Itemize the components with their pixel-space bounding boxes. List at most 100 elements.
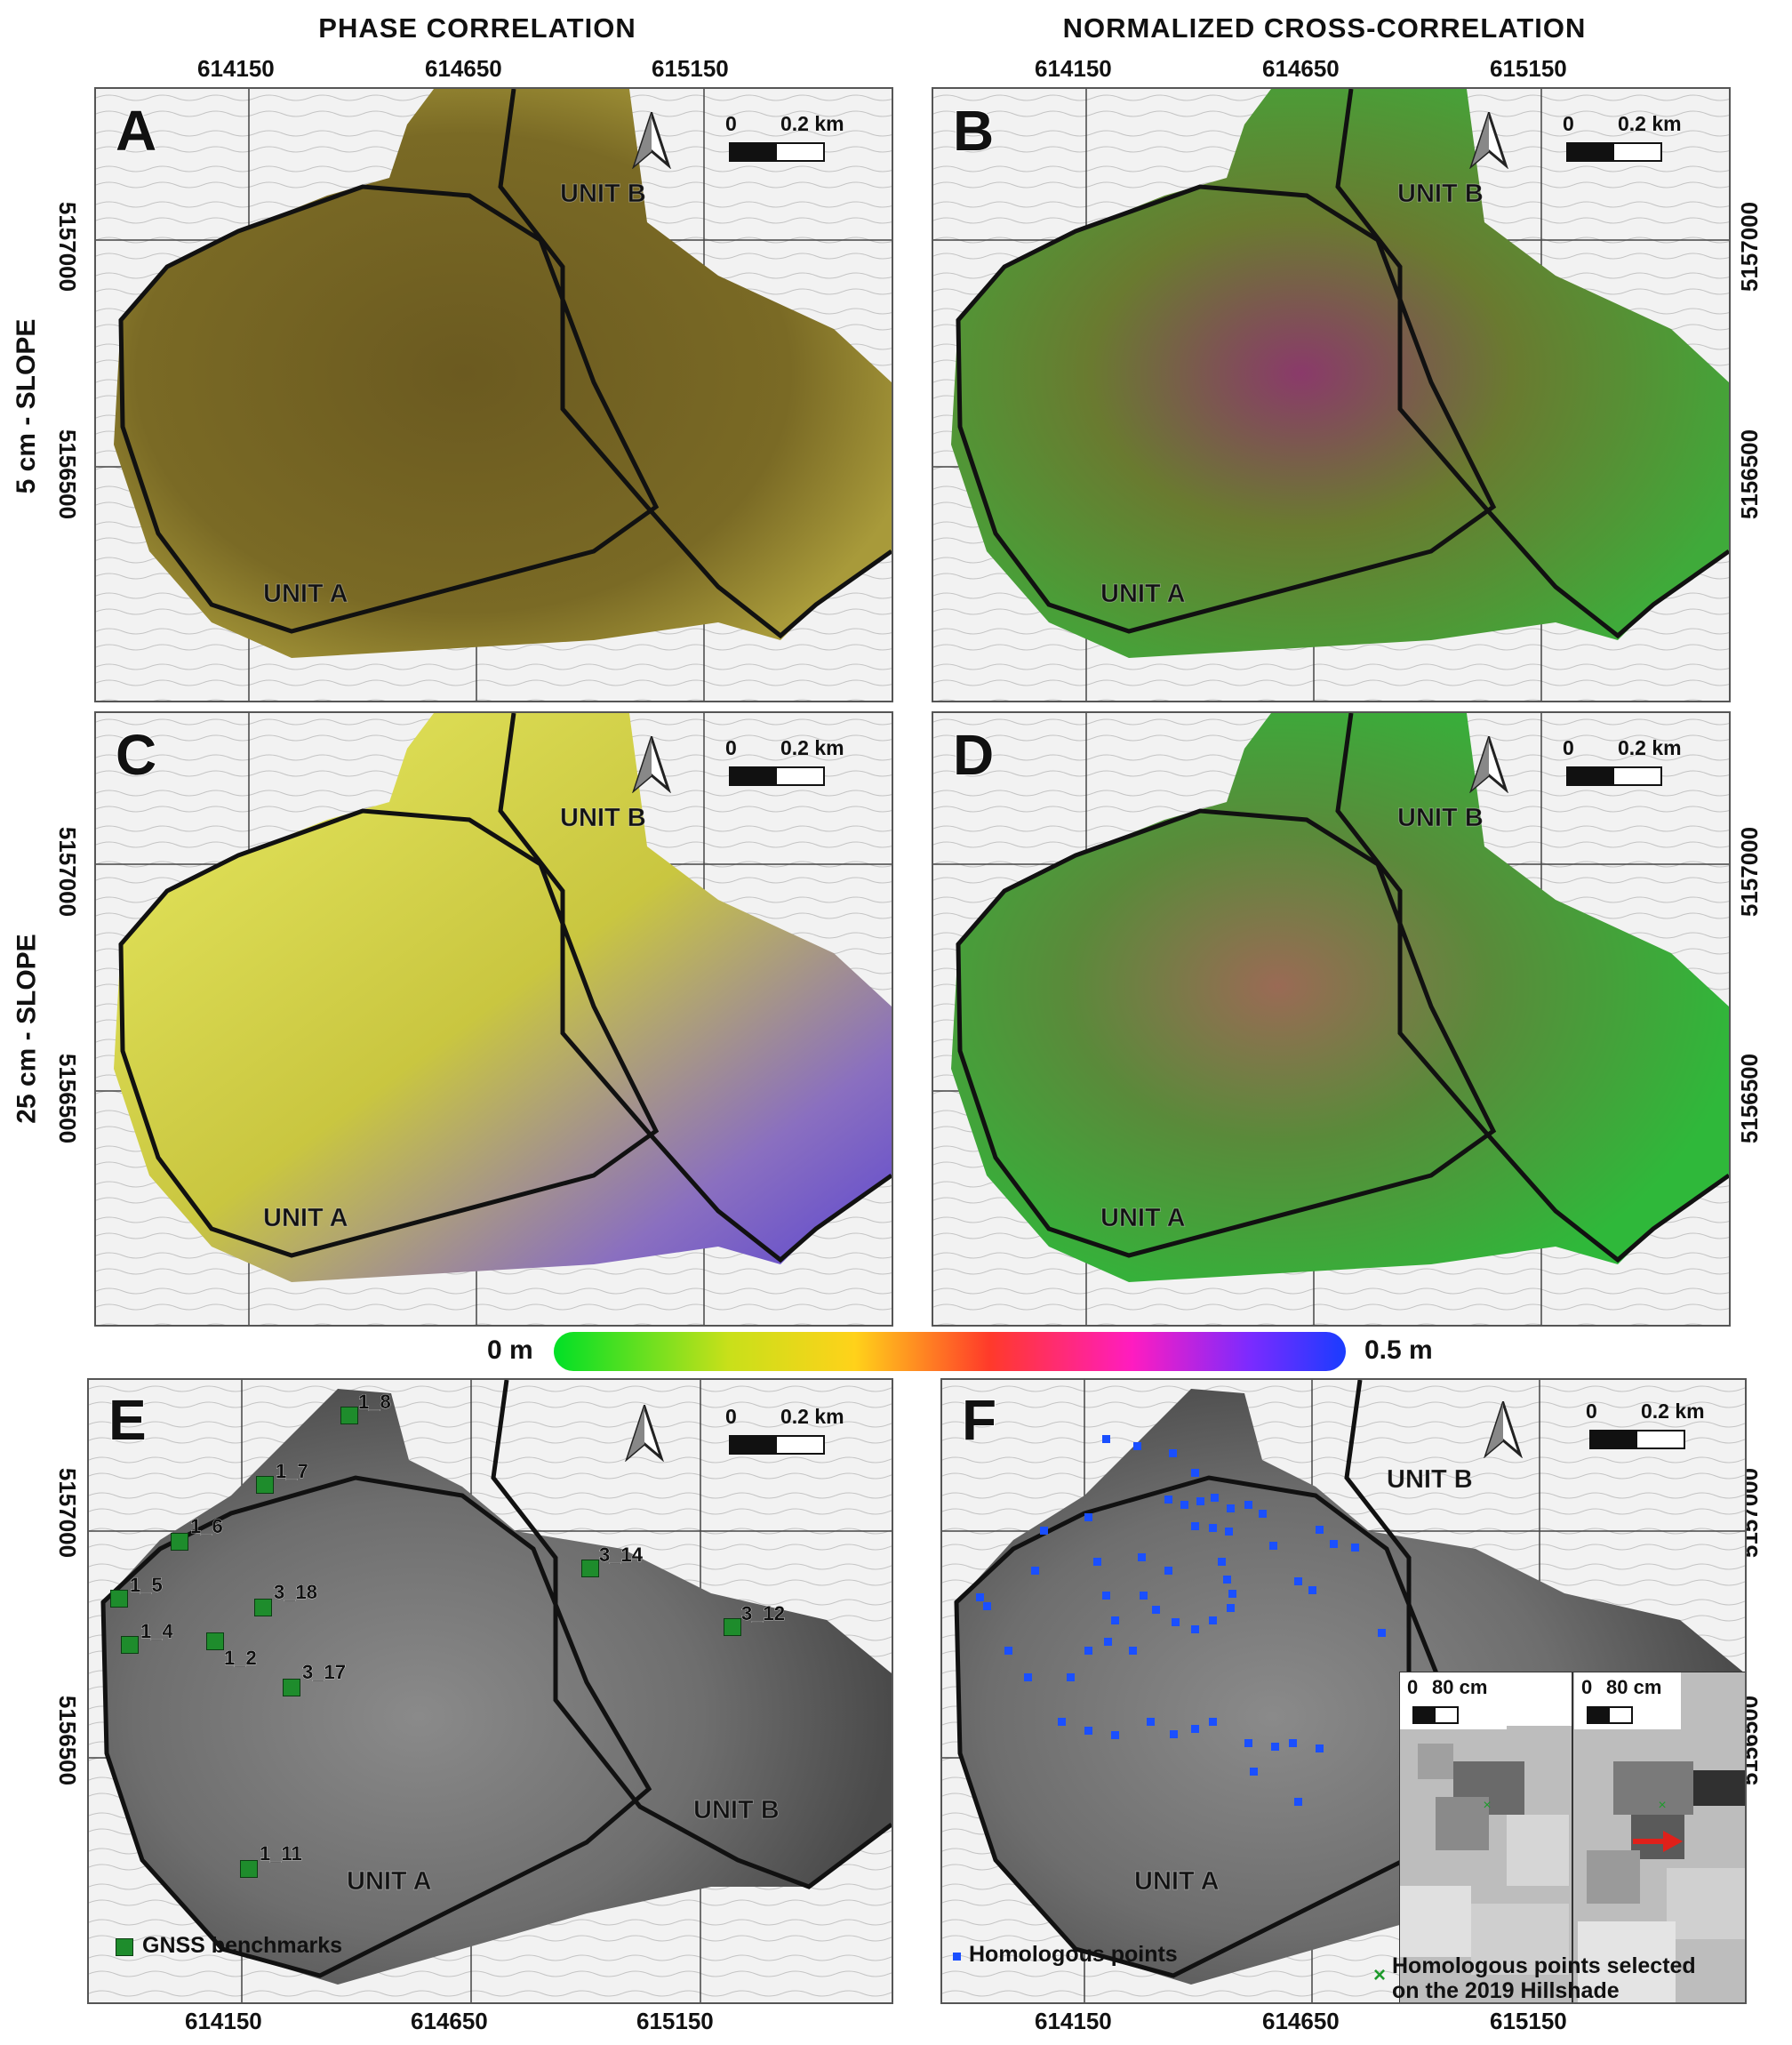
homologous-point <box>1058 1718 1066 1726</box>
homologous-point <box>1004 1647 1012 1655</box>
homologous-point <box>1271 1743 1279 1751</box>
y-tick-left-c-1: 5157000 <box>54 826 82 918</box>
homologous-point <box>1209 1524 1217 1532</box>
gnss-benchmark-label: 3_17 <box>302 1661 347 1684</box>
map-e-svg <box>89 1380 892 2002</box>
y-tick-left-e-1: 5157000 <box>54 1467 82 1559</box>
y-tick-left-c-2: 5156500 <box>54 1053 82 1144</box>
gnss-benchmark-label: 1_6 <box>190 1515 223 1538</box>
homologous-point <box>1316 1526 1324 1534</box>
x-tick-bottom-e-3: 615150 <box>636 2008 714 2034</box>
gnss-benchmark-marker <box>206 1632 224 1650</box>
gnss-benchmark-label: 1_5 <box>130 1574 163 1597</box>
inset-scale-length: 80 cm <box>1432 1676 1488 1698</box>
y-tick-left-a-2: 5156500 <box>54 429 82 520</box>
unit-a-label-a: UNIT A <box>263 580 349 609</box>
homologous-point <box>1191 1625 1199 1633</box>
gnss-benchmark-label: 3_18 <box>274 1581 318 1604</box>
x-tick-bottom-e-2: 614650 <box>411 2008 488 2034</box>
unit-a-label-e: UNIT A <box>347 1867 433 1897</box>
gnss-benchmark-label: 1_11 <box>260 1842 302 1865</box>
y-tick-right-d-2: 5156500 <box>1736 1053 1764 1144</box>
homologous-point <box>1111 1731 1119 1739</box>
homologous-point <box>1067 1673 1075 1681</box>
unit-b-label-d: UNIT B <box>1397 804 1484 833</box>
homologous-point <box>1259 1510 1267 1518</box>
homologous-point <box>1084 1647 1092 1655</box>
homologous-point <box>1294 1577 1302 1585</box>
homologous-point <box>1084 1513 1092 1521</box>
homologous-point <box>1316 1744 1324 1752</box>
inset-scale-length: 80 cm <box>1606 1676 1662 1698</box>
homologous-point <box>1250 1768 1258 1776</box>
scale-zero: 0 <box>1586 1399 1597 1423</box>
homologous-point <box>1102 1592 1110 1600</box>
gnss-benchmark-marker <box>110 1590 128 1608</box>
row-title-5cm: 5 cm - SLOPE <box>12 318 41 494</box>
panel-letter-d: D <box>952 722 995 788</box>
unit-b-label-c: UNIT B <box>560 804 647 833</box>
homologous-point <box>1225 1528 1233 1536</box>
unit-b-label-f: UNIT B <box>1387 1465 1474 1495</box>
homologous-point <box>1133 1442 1141 1450</box>
homologous-point <box>1164 1567 1172 1575</box>
homologous-point <box>1269 1542 1277 1550</box>
y-tick-right-b-2: 5156500 <box>1736 429 1764 520</box>
homologous-point <box>1147 1718 1155 1726</box>
selected-legend-line1: Homologous points selected <box>1392 1953 1696 1978</box>
unit-a-label-f: UNIT A <box>1134 1867 1220 1897</box>
y-tick-right-d-1: 5157000 <box>1736 826 1764 918</box>
x-tick-top-b-1: 614150 <box>1035 55 1112 82</box>
north-arrow-icon <box>1469 112 1508 169</box>
column-title-ncc: NORMALIZED CROSS-CORRELATION <box>1062 12 1587 44</box>
scale-bar-e: 0 0.2 km <box>725 1405 844 1458</box>
panel-letter-a: A <box>115 98 157 164</box>
scale-zero: 0 <box>725 736 737 759</box>
inset-scale-right: 0 80 cm <box>1574 1672 1681 1729</box>
x-tick-top-b-3: 615150 <box>1490 55 1567 82</box>
displacement-colorbar <box>554 1332 1346 1371</box>
scale-zero: 0 <box>1563 736 1574 759</box>
inset-scale-left: 0 80 cm <box>1400 1672 1507 1729</box>
homologous-legend-label: Homologous points <box>969 1942 1178 1967</box>
y-tick-left-e-2: 5156500 <box>54 1695 82 1786</box>
selected-legend-line2: on the 2019 Hillshade <box>1392 1978 1620 2003</box>
map-panel-e: E UNIT B UNIT A 0 0.2 km 1_8 1_7 1_6 1_5… <box>87 1378 893 2004</box>
x-tick-bottom-f-3: 615150 <box>1490 2008 1567 2034</box>
gnss-benchmark-marker <box>283 1679 300 1696</box>
homologous-point <box>1191 1725 1199 1733</box>
homologous-point <box>1084 1727 1092 1735</box>
map-panel-a: A UNIT B UNIT A 0 0.2 km <box>94 87 893 702</box>
homologous-point <box>1164 1496 1172 1504</box>
hillshade-inset: × × 0 80 cm 0 80 cm <box>1399 1672 1745 2002</box>
inset-scale-zero: 0 <box>1407 1676 1419 1698</box>
x-tick-top-a-3: 615150 <box>652 55 729 82</box>
gnss-benchmark-label: 3_14 <box>599 1544 644 1567</box>
homologous-point <box>1191 1469 1199 1477</box>
unit-b-label-e: UNIT B <box>693 1796 780 1825</box>
unit-b-label-a: UNIT B <box>560 180 647 209</box>
homologous-point <box>976 1593 984 1601</box>
north-arrow-icon <box>625 1405 664 1462</box>
x-tick-bottom-f-2: 614650 <box>1262 2008 1340 2034</box>
gnss-benchmark-marker <box>121 1636 139 1654</box>
selected-legend-marker: × <box>1373 1963 1387 1987</box>
column-title-phase: PHASE CORRELATION <box>318 12 636 44</box>
map-panel-f: F UNIT B UNIT A 0 0.2 km <box>940 1378 1747 2004</box>
homologous-point <box>1111 1616 1119 1624</box>
gnss-legend-swatch <box>116 1938 133 1956</box>
gnss-benchmark-marker <box>340 1407 358 1424</box>
homologous-point <box>1129 1647 1137 1655</box>
map-panel-d: D UNIT B UNIT A 0 0.2 km <box>932 711 1731 1327</box>
scale-bar-d: 0 0.2 km <box>1563 736 1682 790</box>
scale-zero: 0 <box>725 1405 737 1428</box>
unit-a-label-c: UNIT A <box>263 1204 349 1233</box>
homologous-point <box>1170 1730 1178 1738</box>
homologous-point <box>1294 1798 1302 1806</box>
gnss-benchmark-label: 1_8 <box>358 1391 391 1414</box>
homologous-point <box>1209 1718 1217 1726</box>
scale-length: 0.2 km <box>1618 736 1682 759</box>
homologous-point <box>1138 1553 1146 1561</box>
gnss-benchmark-marker <box>171 1533 188 1551</box>
unit-b-label-b: UNIT B <box>1397 180 1484 209</box>
